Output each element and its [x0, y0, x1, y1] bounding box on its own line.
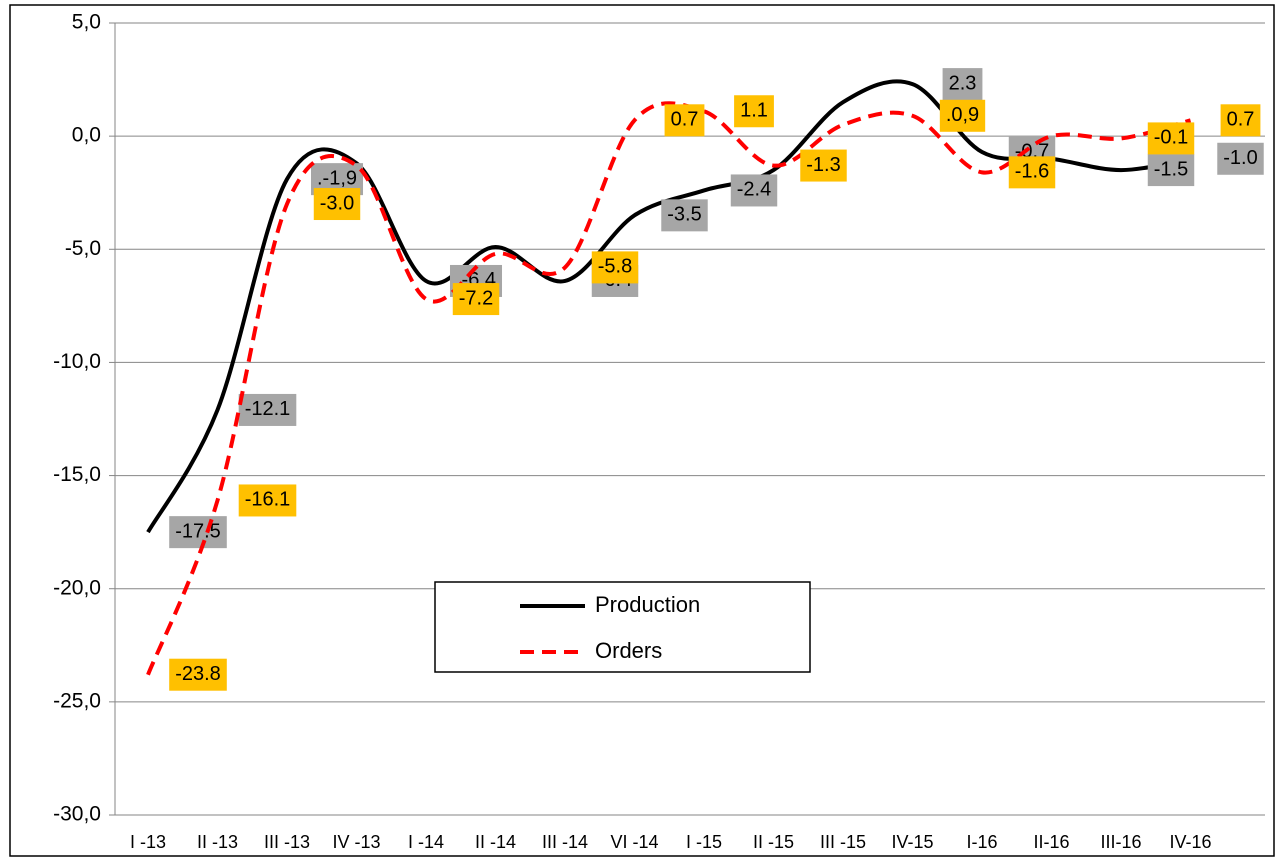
data-label-text: -16.1	[245, 489, 291, 511]
legend-box	[434, 581, 811, 673]
data-label-box	[169, 516, 227, 549]
data-label: -23.8	[169, 658, 227, 691]
data-label-text: -2.4	[737, 179, 771, 201]
data-label-text: -12.1	[245, 398, 291, 420]
x-tick-label: IV-16	[1169, 832, 1211, 852]
data-label-box	[1217, 142, 1264, 175]
y-tick-label: 0,0	[72, 124, 101, 147]
chart-border	[9, 4, 1275, 857]
data-label: -5.8	[591, 251, 639, 284]
data-label-text: -17.5	[175, 520, 221, 542]
data-label: -1.3	[800, 149, 847, 182]
series-line	[146, 101, 1192, 676]
data-label-box	[730, 174, 778, 207]
data-label-text: 1.1	[740, 100, 768, 122]
data-label: -12.1	[238, 393, 297, 426]
x-tick-label: II -15	[753, 832, 794, 852]
data-label: -1.5	[1147, 154, 1195, 187]
data-label-box	[169, 658, 227, 691]
y-tick-label: -25,0	[53, 689, 101, 712]
data-label-box	[661, 199, 708, 232]
data-label: -1.0	[1217, 142, 1264, 175]
legend-label: Orders	[595, 638, 662, 663]
y-tick-label: 5,0	[72, 11, 101, 34]
y-tick-label: -20,0	[53, 576, 101, 599]
x-tick-label: I -13	[130, 832, 166, 852]
data-label: -16.1	[238, 484, 297, 517]
y-tick-label: -10,0	[53, 350, 101, 373]
data-label-box	[1008, 156, 1056, 189]
data-label-text: -1.5	[1154, 158, 1188, 180]
x-tick-label: II -14	[475, 832, 516, 852]
data-label: 2.3	[942, 68, 983, 101]
data-label-text: .0,9	[946, 104, 979, 126]
x-tick-label: III -13	[264, 832, 310, 852]
data-label: .0,9	[939, 99, 986, 132]
data-label-text: -0.1	[1154, 127, 1188, 149]
data-label-text: -3.5	[667, 204, 701, 226]
data-label-box	[1147, 154, 1195, 187]
x-tick-label: I-16	[966, 832, 997, 852]
data-label: -7.2	[452, 283, 500, 316]
data-label-text: -23.8	[175, 663, 221, 685]
data-label-text: 2.3	[949, 72, 977, 94]
data-label-text: -5.8	[598, 256, 632, 278]
data-label-box	[734, 95, 774, 128]
data-label-text: -3.0	[320, 192, 354, 214]
x-tick-label: III-16	[1100, 832, 1141, 852]
y-tick-label: -15,0	[53, 463, 101, 486]
data-label-box	[452, 283, 500, 316]
data-label-box	[313, 188, 361, 221]
data-label-text: -1.0	[1223, 147, 1257, 169]
data-label-box	[800, 149, 847, 182]
data-label-text: 0.7	[1227, 109, 1255, 131]
data-label-text: -1.3	[806, 154, 840, 176]
data-label: -2.4	[730, 174, 778, 207]
data-label: -3.0	[313, 188, 361, 221]
x-tick-label: IV -13	[332, 832, 380, 852]
y-tick-label: -5,0	[65, 237, 101, 260]
data-label-text: 0.7	[671, 109, 699, 131]
x-tick-label: II -13	[197, 832, 238, 852]
data-label-box	[591, 251, 639, 284]
x-tick-label: IV-15	[891, 832, 933, 852]
data-label-box	[1147, 122, 1195, 155]
data-label: 0.7	[1220, 104, 1261, 137]
data-label-box	[1220, 104, 1261, 137]
data-label: -17.5	[169, 516, 227, 549]
data-label: 0.7	[664, 104, 705, 137]
data-label-box	[664, 104, 705, 137]
data-label: -1.6	[1008, 156, 1056, 189]
data-label: 1.1	[734, 95, 774, 128]
data-label-text: -7.2	[459, 287, 493, 309]
x-tick-label: III -14	[542, 832, 588, 852]
data-label: -3.5	[661, 199, 708, 232]
x-tick-label: I -15	[686, 832, 722, 852]
data-label-box	[939, 99, 986, 132]
data-label-box	[238, 484, 297, 517]
series-line	[146, 79, 1191, 534]
data-label-box	[942, 68, 983, 101]
data-label: -0.1	[1147, 122, 1195, 155]
x-tick-label: VI -14	[610, 832, 658, 852]
x-tick-label: II-16	[1033, 832, 1069, 852]
legend-label: Production	[595, 592, 700, 617]
x-tick-label: III -15	[820, 832, 866, 852]
data-label-text: .-1,9	[317, 167, 357, 189]
data-label-text: -1.6	[1015, 161, 1049, 183]
data-label-box	[238, 393, 297, 426]
x-tick-label: I -14	[408, 832, 444, 852]
y-tick-label: -30,0	[53, 803, 101, 826]
